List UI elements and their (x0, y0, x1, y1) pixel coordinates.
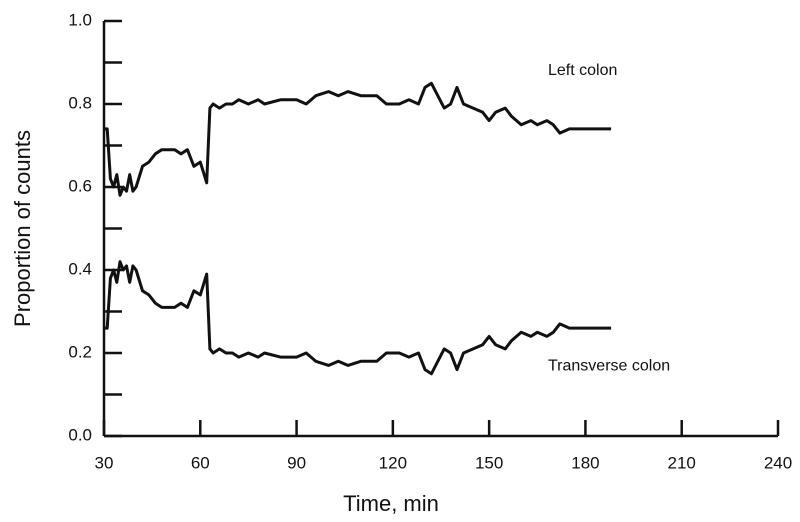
y-tick-label: 0.8 (68, 93, 92, 112)
x-tick-label: 120 (379, 453, 407, 472)
x-tick-label: 90 (287, 453, 306, 472)
line (104, 81, 612, 197)
series-label: Transverse colon (548, 357, 670, 374)
x-tick-label: 180 (571, 453, 599, 472)
y-tick-label: 0.6 (68, 176, 92, 195)
y-tick-label: 0.0 (68, 425, 92, 444)
x-tick-label: 240 (764, 453, 792, 472)
x-tick-label: 150 (475, 453, 503, 472)
y-axis-title: Proportion of counts (10, 130, 35, 327)
x-tick-label: 60 (191, 453, 210, 472)
line (104, 260, 612, 376)
series-label: Left colon (548, 62, 617, 79)
x-axis-title: Time, min (343, 491, 439, 516)
y-tick-label: 0.2 (68, 342, 92, 361)
x-tick-label: 210 (668, 453, 696, 472)
y-tick-label: 0.4 (68, 259, 92, 278)
y-tick-label: 1.0 (68, 10, 92, 29)
x-tick-label: 30 (95, 453, 114, 472)
